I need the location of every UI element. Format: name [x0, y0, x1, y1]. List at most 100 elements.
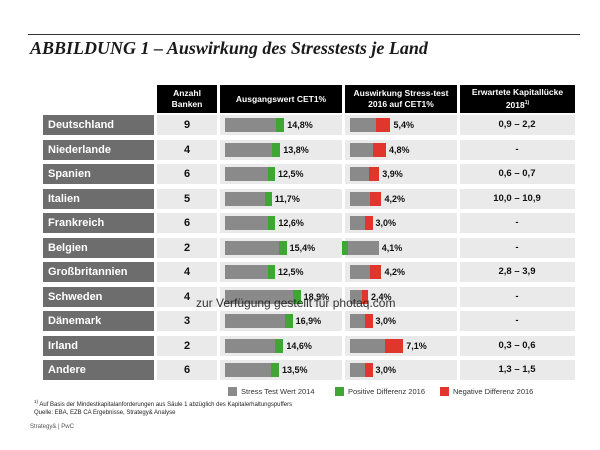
cet1-stress-bar [225, 338, 276, 353]
cet1-stress-bar [225, 118, 277, 132]
capital-gap-value: - [515, 290, 519, 302]
footnote-line-1: 1) Auf Basis der Mindestkapitalanforderu… [34, 398, 292, 409]
row-country-label: Dänemark [43, 311, 154, 331]
footnote-source: Quelle: EBA, EZB CA Ergebnisse, Strategy… [34, 410, 176, 416]
legend-positive: Positive Differenz 2016 [335, 385, 425, 397]
row-country-label: Irland [43, 335, 154, 356]
capital-gap-value: - [515, 241, 519, 253]
bank-count: 6 [183, 217, 191, 229]
impact-stress-bar [350, 314, 365, 328]
cet1-stress-bar [225, 265, 268, 279]
bank-count: 3 [183, 315, 191, 327]
cet1-value-label: 16,9% [295, 316, 322, 326]
cet1-stress-bar [225, 167, 268, 181]
impact-value-label: 4,1% [381, 242, 403, 253]
cet1-stress-bar [225, 240, 279, 255]
impact-value-label: 3,0% [375, 218, 397, 228]
cet1-value-label: 14,8% [287, 120, 313, 130]
cet1-stress-bar [225, 191, 265, 206]
legend-negative-label: Negative Differenz 2016 [453, 386, 534, 396]
capital-gap-value: - [515, 217, 519, 228]
bank-count: 5 [183, 192, 191, 205]
impact-stress-bar [350, 216, 365, 230]
legend-stress: Stress Test Wert 2014 [228, 385, 315, 397]
impact-negative-bar [364, 216, 373, 230]
cet1-value-label: 12,5% [278, 169, 304, 179]
count-cell [157, 188, 217, 209]
row-country-label: Belgien [43, 237, 154, 258]
gap-cell [460, 360, 575, 380]
header-count-label: Anzahl Banken [171, 88, 203, 109]
impact-value-label: 3,9% [382, 169, 403, 179]
header-cet1-label: Ausgangswert CET1% [235, 93, 327, 104]
row-country-label: Großbritannien [43, 262, 154, 282]
gap-cell [460, 115, 575, 135]
header-gap: Erwartete Kapitallücke 20181) [460, 85, 575, 113]
gap-cell [460, 335, 575, 356]
capital-gap-value: 0,9 – 2,2 [498, 119, 536, 130]
bank-count: 4 [183, 290, 191, 303]
count-cell [157, 360, 217, 380]
count-cell [157, 335, 217, 356]
cet1-positive-bar [267, 216, 276, 230]
impact-cell [345, 311, 457, 331]
impact-cell [345, 360, 457, 380]
page-title: ABBILDUNG 1 – Auswirkung des Stresstests… [30, 38, 428, 58]
count-cell [157, 262, 217, 282]
header-impact: Auswirkung Stress-test 2016 auf CET1% [345, 85, 457, 113]
gap-cell [460, 139, 575, 160]
header-cet1: Ausgangswert CET1% [220, 85, 342, 113]
bank-count: 6 [183, 168, 191, 180]
cet1-stress-bar [225, 314, 285, 328]
cet1-positive-bar [272, 142, 281, 157]
impact-negative-bar [384, 338, 404, 353]
cet1-value-label: 12,6% [278, 218, 304, 228]
cet1-value-label: 12,5% [278, 267, 304, 277]
impact-negative-bar [370, 265, 382, 279]
impact-negative-bar [364, 314, 373, 328]
legend-positive-swatch [335, 386, 344, 396]
bank-count: 4 [183, 143, 191, 156]
capital-gap-value: - [515, 315, 519, 326]
row-country-label: Italien [43, 188, 154, 209]
cet1-value-label: 14,6% [286, 340, 312, 351]
count-cell [157, 237, 217, 258]
footnote-mark: 1) [34, 399, 39, 404]
impact-value-label: 5,4% [393, 120, 415, 130]
impact-stress-bar [350, 142, 374, 157]
legend-negative: Negative Differenz 2016 [440, 385, 533, 397]
capital-gap-value: 1,3 – 1,5 [498, 364, 536, 375]
impact-value-label: 4,8% [389, 144, 410, 155]
gap-cell [460, 237, 575, 258]
cet1-positive-bar [292, 289, 301, 304]
capital-gap-value: - [515, 143, 519, 155]
impact-positive-bar [342, 240, 348, 255]
bank-count: 4 [183, 266, 191, 278]
legend-stress-swatch [228, 386, 237, 396]
legend-negative-swatch [440, 386, 449, 396]
impact-stress-bar [348, 240, 379, 255]
row-country-label: Niederlande [43, 139, 154, 160]
gap-cell [460, 311, 575, 331]
impact-stress-bar [350, 265, 371, 279]
impact-negative-bar [364, 363, 373, 377]
impact-stress-bar [350, 191, 371, 206]
row-country-label: Deutschland [43, 115, 154, 135]
impact-value-label: 4,2% [384, 267, 406, 277]
cet1-positive-bar [276, 118, 285, 132]
capital-gap-value: 10,0 – 10,9 [493, 192, 541, 204]
brand-label: Strategy& | PwC [30, 424, 74, 430]
row-country-label: Schweden [43, 286, 154, 307]
count-cell [157, 139, 217, 160]
impact-cell [345, 286, 457, 307]
cet1-stress-bar [225, 142, 273, 157]
bank-count: 9 [183, 119, 191, 131]
count-cell [157, 286, 217, 307]
impact-cell [345, 213, 457, 233]
bank-count: 6 [183, 364, 191, 376]
cet1-stress-bar [225, 363, 271, 377]
count-cell [157, 164, 217, 184]
gap-cell [460, 286, 575, 307]
count-cell [157, 213, 217, 233]
bank-count: 2 [183, 241, 191, 254]
